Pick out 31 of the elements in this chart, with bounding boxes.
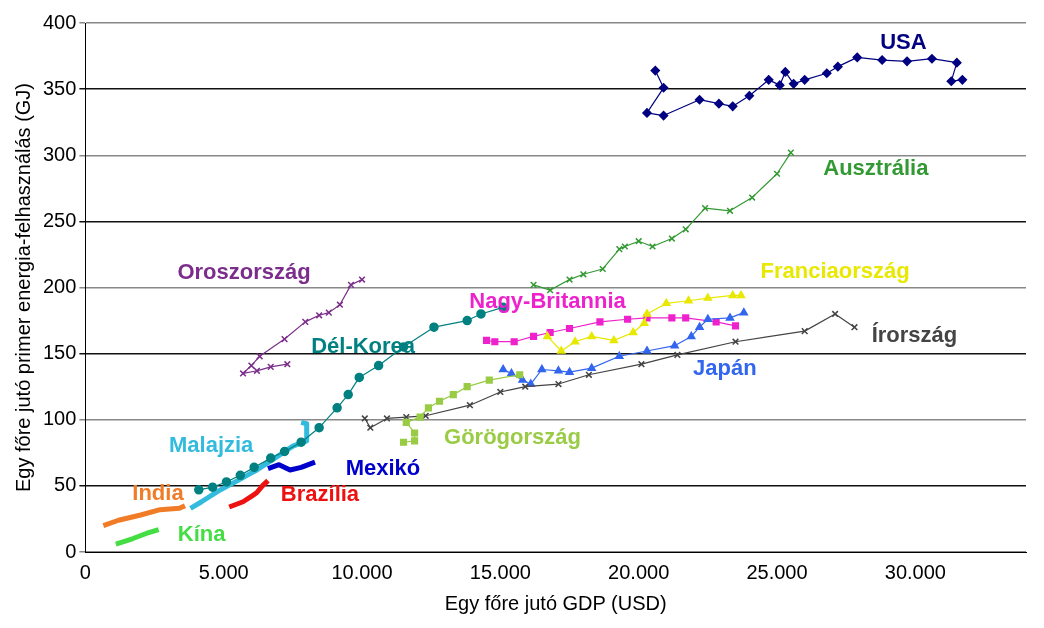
x-tick-label: 0 (79, 560, 91, 583)
y-tick-label: 50 (54, 473, 77, 496)
x-tick-label: 5.000 (198, 560, 249, 583)
y-tick-label: 100 (42, 407, 77, 430)
series-label: Oroszország (177, 258, 311, 284)
y-tick-label: 400 (42, 10, 77, 33)
series-label: Ausztrália (823, 154, 930, 180)
series-label: Malajzia (168, 432, 255, 458)
y-axis-title: Egy főre jutó primer energia-felhasználás (GJ) (11, 82, 34, 493)
series-label: Írország (871, 322, 958, 348)
series-label: Kína (177, 520, 227, 546)
x-tick-label: 30.000 (884, 560, 946, 583)
x-tick-label: 25.000 (746, 560, 808, 583)
y-tick-label: 0 (65, 539, 77, 562)
y-tick-label: 150 (42, 341, 77, 364)
x-tick-label: 15.000 (469, 560, 531, 583)
y-tick-label: 250 (42, 208, 77, 231)
x-axis-title: Egy főre jutó GDP (USD) (444, 591, 667, 614)
x-tick-label: 20.000 (608, 560, 670, 583)
series-label: India (132, 479, 185, 505)
x-tick-label: 10.000 (331, 560, 393, 583)
series-label: USA (880, 28, 927, 54)
series-label: Görögország (444, 424, 581, 450)
y-tick-label: 350 (42, 76, 77, 99)
series-label: Brazília (280, 480, 360, 506)
series-label: Mexikó (345, 455, 421, 481)
series-label: Franciaország (760, 258, 910, 284)
y-tick-label: 200 (42, 275, 77, 298)
series-label: Nagy-Britannia (469, 288, 627, 314)
y-tick-label: 300 (42, 142, 77, 165)
series-label: Japán (693, 354, 757, 380)
